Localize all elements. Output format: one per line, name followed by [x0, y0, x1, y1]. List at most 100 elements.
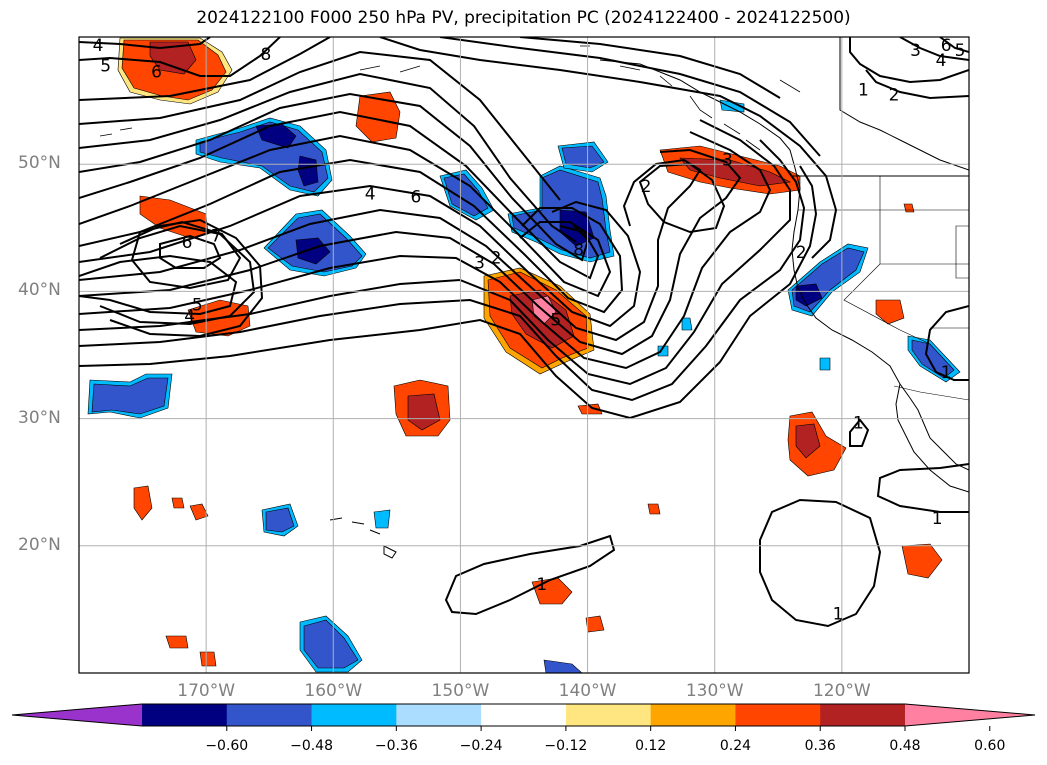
precip-area [819, 357, 831, 371]
pv-contour [79, 37, 211, 50]
contour-label: 6 [151, 63, 162, 83]
colorbar-segment [820, 704, 906, 726]
precip-area [265, 507, 295, 533]
pv-contour [79, 110, 600, 280]
pv-contour [79, 92, 590, 262]
pv-contour [939, 37, 969, 53]
gridlines [79, 37, 969, 673]
contour-label: 4 [365, 185, 376, 205]
contour-label: 5 [955, 41, 966, 61]
colorbar-segment [396, 704, 482, 726]
precip-area [133, 485, 153, 521]
pv-contour [79, 184, 642, 328]
precip-area [199, 651, 217, 667]
contour-label: 6 [411, 187, 422, 207]
pv-contour [79, 37, 281, 77]
colorbar-tick-label: −0.48 [290, 738, 333, 754]
pv-contour [130, 220, 242, 290]
pv-contours [79, 37, 969, 628]
colorbar-outline [11, 703, 1036, 727]
contour-label: 2 [491, 248, 502, 268]
longitude-label: 160°W [304, 681, 363, 701]
pv-contour [439, 37, 821, 157]
precip-area [149, 41, 197, 75]
longitude-label: 170°W [177, 681, 236, 701]
contour-label: 4 [93, 36, 104, 56]
contour-label: 7 [211, 227, 222, 247]
precip-area [875, 299, 905, 325]
contour-label: 6 [941, 36, 952, 56]
precip-area [443, 173, 489, 217]
colorbar-segment [311, 704, 397, 726]
colorbar-tick-label: −0.36 [374, 738, 418, 754]
precip-area [91, 377, 169, 415]
contour-label: 1 [853, 414, 864, 434]
hawaii-islands [329, 517, 397, 559]
canada-border [839, 37, 969, 171]
pv-contour [79, 37, 331, 101]
alaska-islands [99, 45, 801, 151]
pv-contour [79, 131, 772, 370]
contour-label: 8 [260, 45, 271, 65]
pv-contour [79, 134, 612, 298]
map-frame [78, 36, 970, 674]
pv-contour [79, 148, 742, 356]
colorbar-segment [142, 704, 228, 726]
precip-area [647, 503, 661, 515]
colorbar-segments [11, 703, 1036, 731]
us-state-borders [798, 176, 969, 345]
pv-contour [849, 418, 870, 447]
pv-contour [849, 37, 969, 84]
colorbar-extend-low [12, 704, 142, 726]
pv-contour [865, 69, 969, 100]
precip-area [795, 423, 821, 459]
precip-area [165, 635, 189, 649]
precip-positive-areas [117, 37, 943, 667]
contour-label: 5 [192, 295, 203, 315]
contour-label: 2 [641, 177, 652, 197]
precip-area [373, 509, 391, 529]
pv-contour [79, 165, 818, 420]
colorbar-segment [226, 704, 313, 726]
latitude-label: 20°N [18, 534, 61, 555]
longitude-label: 130°W [685, 681, 744, 701]
longitude-label: 150°W [431, 681, 490, 701]
precip-area [795, 283, 823, 307]
baja-california-coastline [895, 383, 969, 493]
pv-contour [79, 139, 806, 402]
colorbar-tick-label: −0.12 [544, 738, 588, 754]
pv-contour [79, 50, 561, 201]
contour-label: 5 [550, 311, 561, 331]
colorbar-segment [735, 704, 821, 726]
contour-label: 1 [833, 604, 844, 624]
precip-area [577, 403, 603, 415]
precip-area [355, 91, 401, 143]
colorbar-segment [650, 704, 736, 726]
precip-area [407, 393, 441, 431]
pv-contour [876, 463, 969, 513]
precip-area [901, 543, 943, 579]
pv-contour [159, 234, 222, 269]
colorbar-segment [565, 704, 652, 726]
contour-label: 4 [184, 307, 195, 327]
colorbar-tick-label: 0.48 [889, 738, 921, 754]
pv-contour [638, 162, 726, 234]
latitude-label: 40°N [18, 280, 61, 301]
contour-label: 3 [910, 41, 921, 61]
pv-contour [379, 37, 838, 259]
contour-label: 1 [858, 80, 869, 100]
colorbar-tick-label: −0.60 [205, 738, 249, 754]
colorbar-tick-label: 0.12 [635, 738, 667, 754]
colorbar [11, 703, 1036, 731]
longitude-label: 120°W [812, 681, 871, 701]
contour-label: 8 [573, 241, 584, 261]
colorbar-segment [481, 704, 567, 726]
longitude-label: 140°W [558, 681, 617, 701]
contour-label: 5 [100, 56, 111, 76]
pv-contour [519, 37, 781, 99]
contour-label: 6 [182, 233, 193, 253]
contour-label: 1 [536, 575, 547, 595]
latitude-label: 50°N [18, 153, 61, 174]
contour-label: 2 [796, 243, 807, 263]
contour-label: 1 [941, 363, 952, 383]
